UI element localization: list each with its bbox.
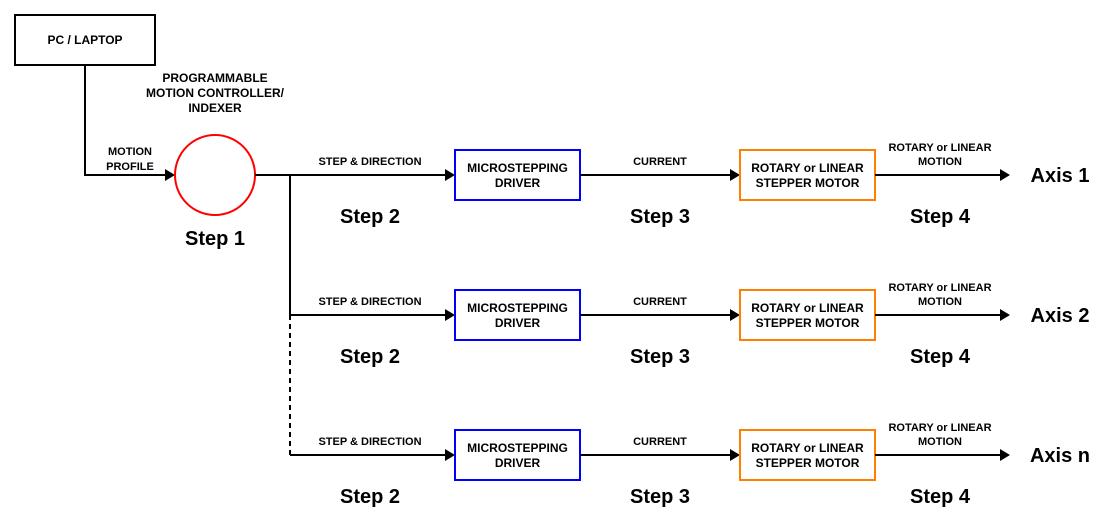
motion-profile-label: MOTION <box>108 146 152 158</box>
stepper-motor-node <box>740 290 875 340</box>
motion-label: ROTARY or LINEAR <box>888 422 991 434</box>
step-2-label: Step 2 <box>340 206 400 228</box>
motion-label: MOTION <box>918 296 962 308</box>
axis-label: Axis 2 <box>1031 305 1090 327</box>
current-label: CURRENT <box>633 436 687 448</box>
current-label: CURRENT <box>633 156 687 168</box>
driver-label: MICROSTEPPING <box>467 301 568 315</box>
driver-label: MICROSTEPPING <box>467 441 568 455</box>
driver-label: MICROSTEPPING <box>467 161 568 175</box>
motion-profile-label: PROFILE <box>106 161 154 173</box>
step-3-label: Step 3 <box>630 346 690 368</box>
step-2-label: Step 2 <box>340 486 400 508</box>
axis-label: Axis n <box>1030 445 1090 467</box>
step-direction-label: STEP & DIRECTION <box>318 436 421 448</box>
step-4-label: Step 4 <box>910 206 971 228</box>
controller-label: MOTION CONTROLLER/ <box>146 86 285 100</box>
stepper-motor-node <box>740 430 875 480</box>
motor-label: ROTARY or LINEAR <box>751 441 864 455</box>
motion-label: ROTARY or LINEAR <box>888 282 991 294</box>
step-3-label: Step 3 <box>630 486 690 508</box>
motor-label: ROTARY or LINEAR <box>751 301 864 315</box>
stepper-motor-node <box>740 150 875 200</box>
driver-label: DRIVER <box>495 316 541 330</box>
axis-label: Axis 1 <box>1031 165 1090 187</box>
motor-label: STEPPER MOTOR <box>756 456 860 470</box>
controller-node <box>175 135 255 215</box>
motion-control-diagram: PC / LAPTOPMOTIONPROFILEPROGRAMMABLEMOTI… <box>0 0 1108 509</box>
microstepping-driver-node <box>455 430 580 480</box>
controller-label: PROGRAMMABLE <box>162 71 267 85</box>
driver-label: DRIVER <box>495 456 541 470</box>
step-direction-label: STEP & DIRECTION <box>318 296 421 308</box>
step-2-label: Step 2 <box>340 346 400 368</box>
motion-label: ROTARY or LINEAR <box>888 142 991 154</box>
microstepping-driver-node <box>455 290 580 340</box>
microstepping-driver-node <box>455 150 580 200</box>
motor-label: ROTARY or LINEAR <box>751 161 864 175</box>
step-1-label: Step 1 <box>185 228 245 250</box>
driver-label: DRIVER <box>495 176 541 190</box>
step-3-label: Step 3 <box>630 206 690 228</box>
controller-label: INDEXER <box>188 101 242 115</box>
motion-label: MOTION <box>918 156 962 168</box>
edge-pc-to-controller <box>85 65 165 175</box>
step-direction-label: STEP & DIRECTION <box>318 156 421 168</box>
motion-label: MOTION <box>918 436 962 448</box>
motor-label: STEPPER MOTOR <box>756 176 860 190</box>
motor-label: STEPPER MOTOR <box>756 316 860 330</box>
step-4-label: Step 4 <box>910 486 971 508</box>
pc-laptop-label: PC / LAPTOP <box>47 33 122 47</box>
step-4-label: Step 4 <box>910 346 971 368</box>
current-label: CURRENT <box>633 296 687 308</box>
